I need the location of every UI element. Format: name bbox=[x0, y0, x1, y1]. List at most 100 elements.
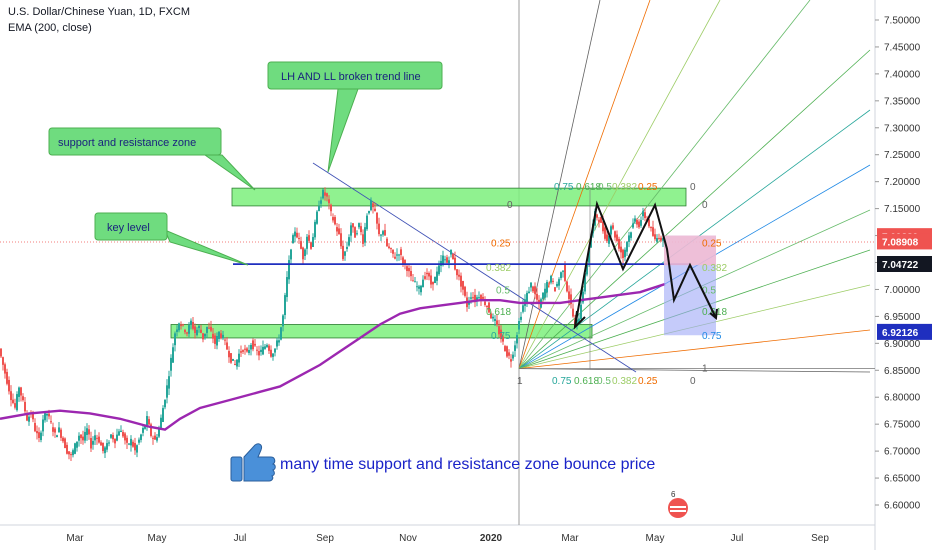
candle-body bbox=[156, 437, 158, 441]
fib-label: 0.25 bbox=[638, 376, 658, 387]
candle-body bbox=[320, 200, 322, 204]
candle-body bbox=[44, 413, 46, 421]
candle-body bbox=[292, 235, 294, 244]
candle-body bbox=[518, 321, 520, 330]
candle-body bbox=[556, 283, 558, 287]
candle-body bbox=[82, 436, 84, 441]
candle-body bbox=[434, 277, 436, 283]
candle-body bbox=[462, 280, 464, 290]
time-axis[interactable]: Mar May Jul Sep Nov 2020 Mar May Jul Sep bbox=[66, 533, 829, 544]
candle-body bbox=[194, 326, 196, 333]
candle-body bbox=[6, 371, 8, 384]
candle-body bbox=[328, 199, 330, 204]
candle-body bbox=[514, 345, 516, 351]
candle-body bbox=[58, 427, 60, 433]
candle-body bbox=[586, 263, 588, 275]
candle-body bbox=[446, 257, 448, 263]
candle-body bbox=[90, 438, 92, 449]
candle-body bbox=[260, 349, 262, 352]
candle-body bbox=[252, 340, 254, 350]
fan-ray bbox=[518, 368, 871, 373]
candle-body bbox=[72, 450, 74, 456]
sr-zones bbox=[170, 187, 687, 339]
candle-body bbox=[256, 349, 258, 351]
candle-body bbox=[290, 249, 292, 260]
indicator-legend[interactable]: EMA (200, close) bbox=[8, 22, 92, 34]
candle-body bbox=[614, 231, 616, 238]
candle-body bbox=[624, 249, 626, 258]
candle-body bbox=[122, 432, 124, 437]
candle-body bbox=[154, 435, 156, 440]
candle-body bbox=[658, 237, 660, 239]
candle-body bbox=[66, 444, 68, 454]
candle-body bbox=[552, 280, 554, 282]
candle-body bbox=[108, 442, 110, 444]
candle-body bbox=[146, 416, 148, 425]
candle-body bbox=[250, 344, 252, 350]
candle-body bbox=[218, 331, 220, 339]
candle-body bbox=[164, 399, 166, 408]
candle-body bbox=[50, 421, 52, 423]
candle-body bbox=[52, 427, 54, 432]
candle-body bbox=[64, 438, 66, 449]
candle-body bbox=[136, 445, 138, 453]
candle-body bbox=[656, 238, 658, 242]
price-tag-label: 7.04722 bbox=[882, 260, 919, 271]
candle-body bbox=[246, 348, 248, 352]
candle-body bbox=[488, 302, 490, 313]
candle-body bbox=[310, 242, 312, 249]
candle-body bbox=[32, 413, 34, 420]
candle-body bbox=[270, 349, 272, 357]
candle-body bbox=[358, 223, 360, 228]
candle-body bbox=[634, 218, 636, 222]
candle-body bbox=[534, 286, 536, 294]
y-tick-label: 7.35000 bbox=[884, 96, 921, 107]
candle-body bbox=[506, 346, 508, 357]
y-tick-label: 7.45000 bbox=[884, 42, 921, 53]
candle-body bbox=[546, 281, 548, 293]
candle-body bbox=[628, 235, 630, 242]
candle-body bbox=[480, 294, 482, 301]
candle-body bbox=[384, 230, 386, 236]
sr-zone-rect bbox=[170, 324, 593, 339]
price-tag: 6.92126 bbox=[877, 323, 932, 340]
candle-body bbox=[88, 429, 90, 435]
candle-body bbox=[172, 347, 174, 363]
fib-label: 0.5 bbox=[598, 182, 612, 193]
candle-body bbox=[308, 235, 310, 241]
candle-body bbox=[190, 320, 192, 325]
candle-body bbox=[184, 329, 186, 333]
candle-body bbox=[180, 324, 182, 327]
candle-body bbox=[26, 413, 28, 421]
candle-body bbox=[116, 434, 118, 441]
candle-body bbox=[248, 350, 250, 353]
candle-body bbox=[242, 350, 244, 352]
candle-body bbox=[220, 333, 222, 338]
candle-body bbox=[110, 434, 112, 438]
candle-body bbox=[36, 431, 38, 434]
candle-body bbox=[92, 441, 94, 445]
candle-body bbox=[504, 346, 506, 352]
candle-body bbox=[130, 438, 132, 446]
candle-body bbox=[118, 431, 120, 436]
candle-body bbox=[422, 279, 424, 288]
candle-body bbox=[262, 346, 264, 355]
candle-body bbox=[584, 273, 586, 292]
candle-body bbox=[216, 336, 218, 346]
descending-trend-line bbox=[312, 162, 637, 373]
fib-label: 0 bbox=[702, 200, 708, 211]
price-axis[interactable]: 7.50000 7.45000 7.40000 7.35000 7.30000 7.250… bbox=[875, 16, 921, 512]
candle-body bbox=[100, 442, 102, 446]
candle-body bbox=[304, 249, 306, 257]
candle-body bbox=[152, 437, 154, 439]
y-tick-label: 7.15000 bbox=[884, 204, 921, 215]
candle-body bbox=[424, 276, 426, 279]
price-tag-bg bbox=[877, 255, 932, 272]
candle-body bbox=[638, 221, 640, 228]
candle-body bbox=[558, 279, 560, 286]
candle-body bbox=[322, 189, 324, 199]
candle-body bbox=[478, 297, 480, 299]
candle-body bbox=[648, 219, 650, 227]
